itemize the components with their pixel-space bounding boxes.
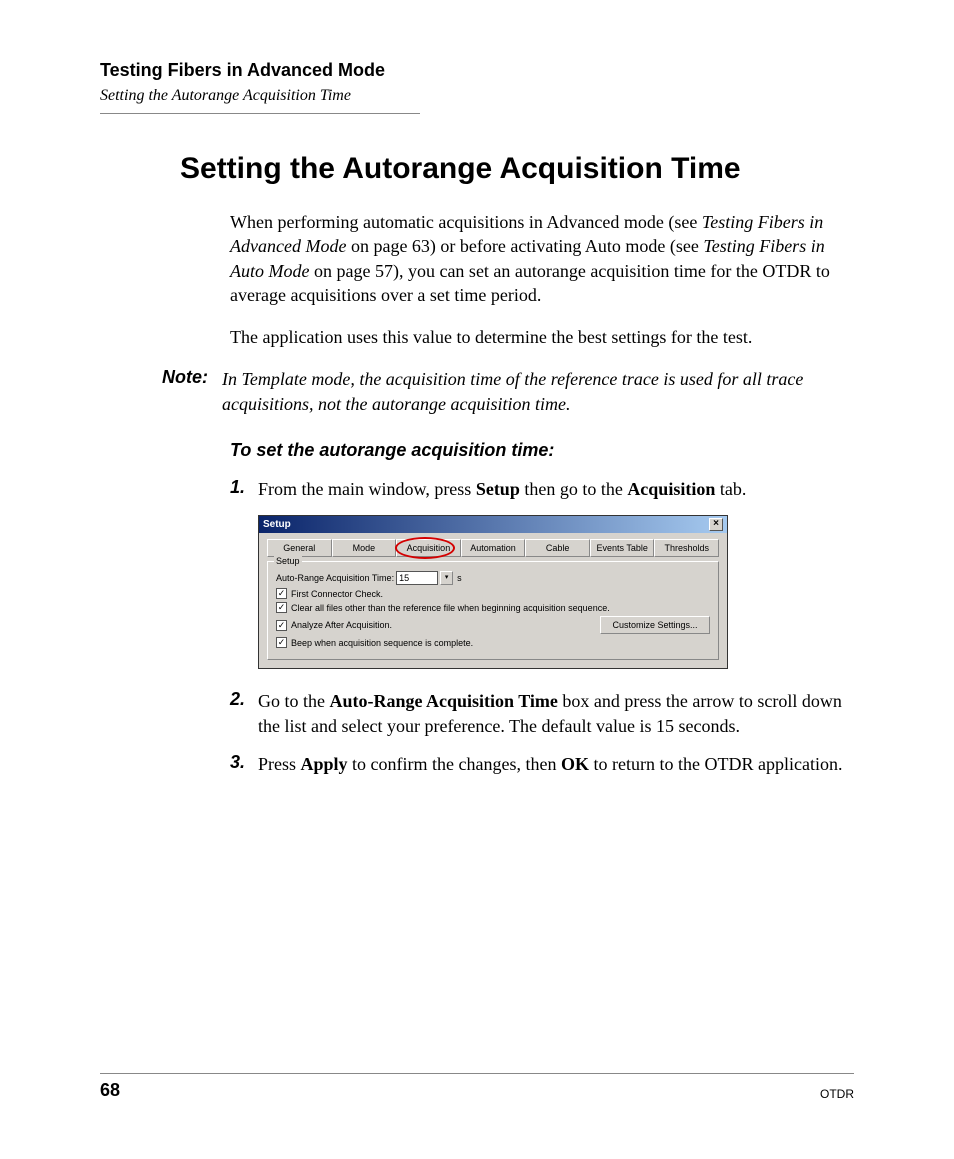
p1-text-e: on page 57), you can set an autorange ac… xyxy=(230,261,830,305)
setup-fieldset: Setup Auto-Range Acquisition Time: 15 ▾ … xyxy=(267,561,719,660)
tab-acquisition-label: Acquisition xyxy=(407,543,451,553)
dialog-title: Setup xyxy=(263,519,709,530)
s3-ui-apply: Apply xyxy=(301,754,348,774)
step-2: 2. Go to the Auto-Range Acquisition Time… xyxy=(230,689,854,738)
running-head: Testing Fibers in Advanced Mode Setting … xyxy=(100,60,854,114)
acq-time-dropdown-icon[interactable]: ▾ xyxy=(440,571,453,585)
s2-ui-timebox: Auto-Range Acquisition Time xyxy=(330,691,558,711)
step-2-number: 2. xyxy=(230,689,258,738)
p1-text-c: on page 63) or before activating Auto mo… xyxy=(346,236,703,256)
tab-thresholds[interactable]: Thresholds xyxy=(654,539,719,557)
chk2-label: Clear all files other than the reference… xyxy=(291,603,610,613)
chk-first-connector[interactable]: ✓ First Connector Check. xyxy=(276,588,383,599)
acq-time-label: Auto-Range Acquisition Time: xyxy=(276,573,394,583)
s1-text-e: tab. xyxy=(715,479,746,499)
chk1-label: First Connector Check. xyxy=(291,589,383,599)
procedure-title: To set the autorange acquisition time: xyxy=(230,440,854,461)
page-number: 68 xyxy=(100,1080,120,1101)
chk4-label: Beep when acquisition sequence is comple… xyxy=(291,638,473,648)
tab-acquisition[interactable]: Acquisition xyxy=(396,539,461,557)
chk-beep[interactable]: ✓ Beep when acquisition sequence is compl… xyxy=(276,637,473,648)
chk-clear-files[interactable]: ✓ Clear all files other than the referenc… xyxy=(276,602,610,613)
chk3-label: Analyze After Acquisition. xyxy=(291,620,392,630)
note-label: Note: xyxy=(162,367,222,416)
page-footer: 68 OTDR xyxy=(100,1073,854,1101)
tab-events-table[interactable]: Events Table xyxy=(590,539,655,557)
s1-ui-setup: Setup xyxy=(476,479,520,499)
fieldset-legend: Setup xyxy=(274,556,302,566)
close-icon[interactable]: × xyxy=(709,518,723,531)
p1-text-a: When performing automatic acquisitions i… xyxy=(230,212,702,232)
step-3-number: 3. xyxy=(230,752,258,776)
dialog-tabs: General Mode Acquisition Automation Cabl… xyxy=(259,533,727,557)
row-acq-time: Auto-Range Acquisition Time: 15 ▾ s xyxy=(276,571,710,585)
s3-text-a: Press xyxy=(258,754,301,774)
footer-rule xyxy=(100,1073,854,1074)
step-1: 1. From the main window, press Setup the… xyxy=(230,477,854,501)
running-head-section: Setting the Autorange Acquisition Time xyxy=(100,87,854,105)
note-text: In Template mode, the acquisition time o… xyxy=(222,367,854,416)
dialog-titlebar: Setup × xyxy=(259,516,727,533)
doc-label: OTDR xyxy=(820,1087,854,1101)
chk-analyze-after[interactable]: ✓ Analyze After Acquisition. xyxy=(276,620,392,631)
tab-mode[interactable]: Mode xyxy=(332,539,397,557)
checkbox-icon: ✓ xyxy=(276,588,287,599)
s1-text-a: From the main window, press xyxy=(258,479,476,499)
running-head-chapter: Testing Fibers in Advanced Mode xyxy=(100,60,854,81)
s1-text-c: then go to the xyxy=(520,479,627,499)
step-3: 3. Press Apply to confirm the changes, t… xyxy=(230,752,854,776)
checkbox-icon: ✓ xyxy=(276,602,287,613)
s1-ui-acquisition: Acquisition xyxy=(627,479,715,499)
s3-text-c: to confirm the changes, then xyxy=(348,754,561,774)
s3-text-e: to return to the OTDR application. xyxy=(589,754,842,774)
customize-settings-button[interactable]: Customize Settings... xyxy=(600,616,710,634)
intro-paragraph-2: The application uses this value to deter… xyxy=(230,325,854,349)
checkbox-icon: ✓ xyxy=(276,637,287,648)
s2-text-a: Go to the xyxy=(258,691,330,711)
tab-general[interactable]: General xyxy=(267,539,332,557)
checkbox-icon: ✓ xyxy=(276,620,287,631)
intro-paragraph-1: When performing automatic acquisitions i… xyxy=(230,210,854,307)
tab-cable[interactable]: Cable xyxy=(525,539,590,557)
section-title: Setting the Autorange Acquisition Time xyxy=(180,152,854,186)
acq-time-unit: s xyxy=(457,573,462,583)
tab-automation[interactable]: Automation xyxy=(461,539,526,557)
acq-time-field[interactable]: 15 xyxy=(396,571,438,585)
note-block: Note: In Template mode, the acquisition … xyxy=(162,367,854,416)
s3-ui-ok: OK xyxy=(561,754,589,774)
running-head-rule xyxy=(100,113,420,114)
setup-dialog-screenshot: Setup × General Mode Acquisition Automat… xyxy=(258,515,728,669)
step-1-number: 1. xyxy=(230,477,258,501)
